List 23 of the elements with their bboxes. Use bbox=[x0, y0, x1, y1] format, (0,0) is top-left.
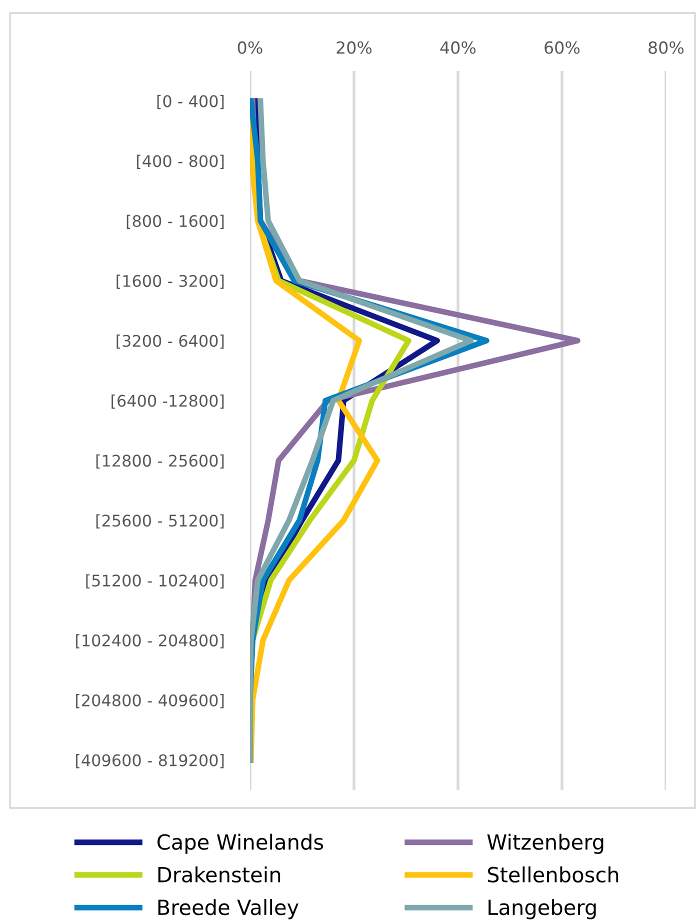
legend-label: Witzenberg bbox=[487, 834, 604, 854]
y-tick-label: [800 - 1600] bbox=[126, 214, 224, 229]
y-tick-label: [3200 - 6400] bbox=[116, 334, 224, 349]
y-tick-label: [400 - 800] bbox=[137, 154, 224, 170]
x-tick-label: 40% bbox=[440, 41, 476, 54]
legend-label: Drakenstein bbox=[158, 866, 280, 883]
x-tick-label: 60% bbox=[544, 41, 580, 54]
y-tick-label: [102400 - 204800] bbox=[76, 634, 224, 648]
y-tick-label: [12800 - 25600] bbox=[96, 454, 224, 469]
x-tick-label: 20% bbox=[336, 41, 372, 54]
y-tick-label: [409600 - 819200] bbox=[76, 754, 224, 768]
x-tick-label: 80% bbox=[648, 41, 684, 54]
legend-label: Cape Winelands bbox=[157, 834, 324, 854]
legend-label: Langeberg bbox=[488, 899, 596, 920]
legend-label: Breede Valley bbox=[158, 899, 298, 920]
y-tick-label: [6400 -12800] bbox=[112, 394, 224, 409]
legend-label: Stellenbosch bbox=[488, 866, 618, 883]
y-tick-label: [204800 - 409600] bbox=[76, 694, 224, 708]
y-tick-label: [51200 - 102400] bbox=[86, 574, 224, 588]
y-tick-label: [0 - 400] bbox=[157, 94, 224, 110]
y-tick-label: [25600 - 51200] bbox=[96, 514, 224, 529]
x-tick-label: 0% bbox=[238, 41, 262, 54]
y-tick-label: [1600 - 3200] bbox=[116, 274, 224, 289]
